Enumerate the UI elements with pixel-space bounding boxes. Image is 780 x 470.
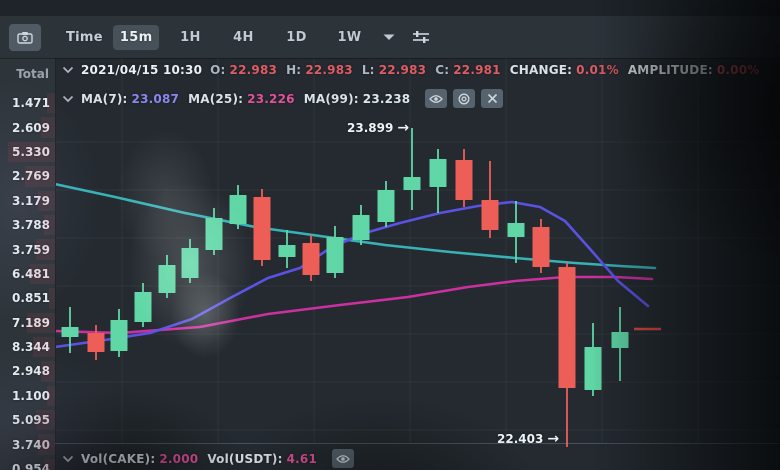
interval-button-1h[interactable]: 1H [180,29,201,45]
ma7-label: MA(7): [81,91,128,106]
orderbook-total-row[interactable]: 8.344 [0,335,55,359]
close-x-icon [487,93,497,104]
interval-button-1w[interactable]: 1W [337,29,362,45]
circled-dot-icon [458,93,470,104]
orderbook-total-row[interactable]: 2.769 [0,164,55,188]
low-value: 22.983 [378,63,427,77]
orderbook-rows: 1.471 2.609 5.330 2.769 3.179 3.788 3.759 6.481… [0,91,55,470]
depth-bar [27,312,55,333]
vol-base-label: Vol(CAKE): [81,451,156,466]
open-value: 22.983 [229,63,278,77]
pane-divider[interactable] [55,443,780,444]
depth-bar [38,190,55,211]
interval-selector: 15m 1H 4H 1D 1W [112,24,381,50]
depth-bar [36,410,55,431]
orderbook-total-header: Total [16,67,49,81]
depth-bar [41,117,55,138]
change-label: CHANGE: [509,63,573,77]
chevron-down-icon [383,34,395,40]
candle-datetime: 2021/04/15 10:30 [81,63,203,77]
depth-bar [36,239,55,260]
depth-bar [49,288,55,309]
ohlc-collapse-toggle[interactable] [62,66,74,74]
depth-bar [38,434,55,455]
depth-bar [33,336,55,358]
chevron-down-icon [62,95,74,102]
low-price-annotation: 22.403 → [497,431,559,447]
orderbook-total-value: 1.100 [12,388,50,403]
orderbook-total-row[interactable]: 3.759 [0,237,55,261]
amplitude-label: AMPLITUDE: [627,63,713,77]
eye-icon [429,94,444,103]
interval-button-1d[interactable]: 1D [286,29,307,45]
time-label: Time [66,29,103,45]
high-label: H: [286,63,302,77]
ma7-value: 23.087 [131,91,180,106]
depth-bar [44,458,55,470]
orderbook-total-row[interactable]: 3.179 [0,189,55,213]
ma99-value: 23.238 [362,91,411,106]
vol-quote-value: 4.61 [286,451,318,466]
window-top-strip [0,0,780,16]
depth-bar [47,93,55,114]
right-arrow-icon: → [397,120,410,136]
ma25-value: 23.226 [247,91,295,106]
orderbook-total-row[interactable]: 0.851 [0,286,55,310]
ma-collapse-toggle[interactable] [62,95,74,103]
volume-collapse-toggle[interactable] [62,455,74,463]
indicator-settings-button[interactable] [453,89,476,108]
interval-dropdown-button[interactable] [382,33,396,42]
high-annotation-value: 23.899 [347,121,394,135]
amplitude-value: 0.00% [716,63,760,77]
eye-icon [336,454,350,463]
orderbook-total-row[interactable]: 6.481 [0,262,55,286]
orderbook-total-row[interactable]: 1.100 [0,384,55,408]
ma25-label: MA(25): [188,91,244,106]
depth-bar [47,385,55,407]
orderbook-total-row[interactable]: 1.471 [0,91,55,115]
depth-bar [25,166,55,187]
high-value: 22.983 [305,63,353,77]
depth-bar [41,361,55,382]
open-label: O: [210,63,226,77]
orderbook-total-row[interactable]: 0.954 [0,457,55,470]
tune-sliders-icon [413,31,430,43]
orderbook-total-row[interactable]: 5.095 [0,408,55,432]
vol-base-value: 2.000 [159,451,199,466]
right-arrow-icon: → [547,431,560,447]
depth-bar [44,214,55,236]
indicator-visibility-button[interactable] [425,89,448,108]
close-value: 22.981 [453,63,501,77]
chart-settings-button[interactable] [412,29,430,45]
depth-bar [30,263,55,285]
ma-indicator-row: MA(7): 23.087 MA(25): 23.226 MA(99): 23.… [62,89,504,108]
indicator-remove-button[interactable] [481,89,504,108]
orderbook-total-row[interactable]: 3.788 [0,213,55,237]
orderbook-total-row[interactable]: 3.740 [0,432,55,456]
change-value: 0.01% [576,63,619,77]
orderbook-total-row[interactable]: 5.330 [0,140,55,164]
orderbook-panel: Total 1.471 2.609 5.330 2.769 3.179 3.788 3.75… [0,57,56,470]
ma99-label: MA(99): [303,91,359,106]
chart-toolbar: Time 15m 1H 4H 1D 1W [0,16,780,58]
chevron-down-icon [62,66,74,74]
orderbook-total-row[interactable]: 2.609 [0,115,55,139]
interval-button-15m[interactable]: 15m [112,24,160,50]
ohlc-readout-row: 2021/04/15 10:30 O: 22.983 H: 22.983 L: … [62,63,768,77]
low-label: L: [361,63,375,77]
high-price-annotation: 23.899 → [347,120,409,136]
orderbook-total-value: 1.471 [12,96,50,111]
interval-button-4h[interactable]: 4H [233,29,254,45]
orderbook-total-value: 0.851 [12,291,50,306]
orderbook-total-row[interactable]: 2.948 [0,359,55,383]
vol-quote-label: Vol(USDT): [207,451,283,466]
orderbook-total-row[interactable]: 7.189 [0,311,55,335]
volume-indicator-row: Vol(CAKE): 2.000 Vol(USDT): 4.61 [62,449,355,468]
chevron-down-icon [62,455,74,462]
close-label: C: [435,63,450,77]
depth-bar [8,141,55,163]
screenshot-button[interactable] [9,23,41,51]
camera-icon [17,31,33,44]
volume-visibility-button[interactable] [332,449,355,468]
